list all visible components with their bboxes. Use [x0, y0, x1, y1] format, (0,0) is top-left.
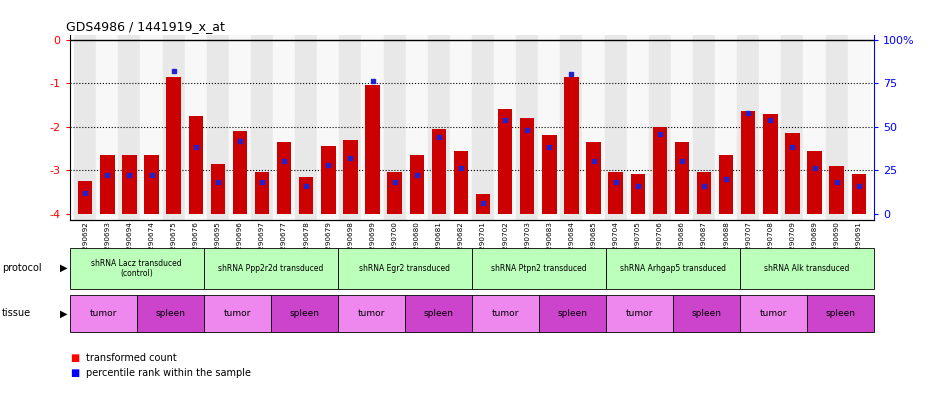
- Text: tumor: tumor: [626, 309, 653, 318]
- Bar: [277, 142, 291, 213]
- Bar: [210, 163, 225, 213]
- Bar: [785, 133, 800, 213]
- Text: tumor: tumor: [358, 309, 385, 318]
- Bar: [383, 35, 405, 220]
- Text: percentile rank within the sample: percentile rank within the sample: [86, 368, 250, 378]
- Bar: [671, 35, 693, 220]
- Bar: [189, 116, 203, 213]
- Bar: [339, 35, 362, 220]
- Bar: [100, 155, 114, 213]
- Bar: [697, 172, 711, 213]
- Text: shRNA Ptpn2 transduced: shRNA Ptpn2 transduced: [491, 264, 587, 273]
- Text: spleen: spleen: [155, 309, 185, 318]
- Bar: [741, 112, 755, 213]
- Bar: [185, 35, 206, 220]
- Text: spleen: spleen: [826, 309, 856, 318]
- Text: spleen: spleen: [289, 309, 319, 318]
- Text: ■: ■: [70, 368, 79, 378]
- Text: shRNA Lacz transduced
(control): shRNA Lacz transduced (control): [91, 259, 182, 278]
- Text: ▶: ▶: [60, 309, 67, 318]
- Bar: [122, 155, 137, 213]
- Bar: [388, 172, 402, 213]
- Bar: [561, 35, 582, 220]
- Bar: [565, 77, 578, 213]
- Text: shRNA Ppp2r2d transduced: shRNA Ppp2r2d transduced: [219, 264, 324, 273]
- Bar: [321, 146, 336, 213]
- Bar: [273, 35, 295, 220]
- Bar: [432, 129, 446, 213]
- Bar: [675, 142, 689, 213]
- Bar: [520, 118, 535, 213]
- Text: protocol: protocol: [2, 263, 42, 273]
- Text: tumor: tumor: [760, 309, 788, 318]
- Text: spleen: spleen: [692, 309, 722, 318]
- Text: shRNA Egr2 transduced: shRNA Egr2 transduced: [359, 264, 450, 273]
- Bar: [144, 155, 159, 213]
- Bar: [362, 35, 383, 220]
- Bar: [764, 114, 777, 213]
- Bar: [251, 35, 273, 220]
- Bar: [781, 35, 804, 220]
- Bar: [365, 85, 379, 213]
- Bar: [166, 77, 180, 213]
- Bar: [229, 35, 251, 220]
- Bar: [74, 35, 97, 220]
- Bar: [852, 174, 866, 213]
- Bar: [454, 151, 468, 213]
- Bar: [450, 35, 472, 220]
- Bar: [516, 35, 538, 220]
- Bar: [494, 35, 516, 220]
- Bar: [538, 35, 561, 220]
- Bar: [627, 35, 649, 220]
- Bar: [715, 35, 737, 220]
- Bar: [295, 35, 317, 220]
- Bar: [847, 35, 870, 220]
- Bar: [826, 35, 847, 220]
- Bar: [586, 142, 601, 213]
- Bar: [232, 131, 247, 213]
- Bar: [472, 35, 494, 220]
- Text: tumor: tumor: [89, 309, 117, 318]
- Bar: [498, 109, 512, 213]
- Bar: [409, 155, 424, 213]
- Bar: [405, 35, 428, 220]
- Text: spleen: spleen: [557, 309, 588, 318]
- Bar: [608, 172, 623, 213]
- Bar: [97, 35, 118, 220]
- Bar: [163, 35, 185, 220]
- Bar: [631, 174, 644, 213]
- Text: tissue: tissue: [2, 309, 31, 318]
- Bar: [542, 135, 556, 213]
- Bar: [78, 181, 92, 213]
- Bar: [737, 35, 759, 220]
- Bar: [206, 35, 229, 220]
- Bar: [804, 35, 826, 220]
- Text: shRNA Alk transduced: shRNA Alk transduced: [764, 264, 850, 273]
- Text: GDS4986 / 1441919_x_at: GDS4986 / 1441919_x_at: [66, 20, 225, 33]
- Text: spleen: spleen: [423, 309, 454, 318]
- Bar: [582, 35, 604, 220]
- Bar: [317, 35, 339, 220]
- Bar: [649, 35, 671, 220]
- Bar: [428, 35, 450, 220]
- Bar: [255, 172, 269, 213]
- Bar: [759, 35, 781, 220]
- Bar: [118, 35, 140, 220]
- Text: tumor: tumor: [492, 309, 519, 318]
- Text: transformed count: transformed count: [86, 353, 177, 363]
- Text: shRNA Arhgap5 transduced: shRNA Arhgap5 transduced: [620, 264, 726, 273]
- Bar: [299, 176, 313, 213]
- Text: tumor: tumor: [223, 309, 251, 318]
- Bar: [693, 35, 715, 220]
- Bar: [140, 35, 163, 220]
- Text: ■: ■: [70, 353, 79, 363]
- Bar: [604, 35, 627, 220]
- Text: ▶: ▶: [60, 263, 67, 273]
- Bar: [807, 151, 822, 213]
- Bar: [476, 194, 490, 213]
- Bar: [653, 127, 667, 213]
- Bar: [719, 155, 734, 213]
- Bar: [830, 166, 844, 213]
- Bar: [343, 140, 358, 213]
